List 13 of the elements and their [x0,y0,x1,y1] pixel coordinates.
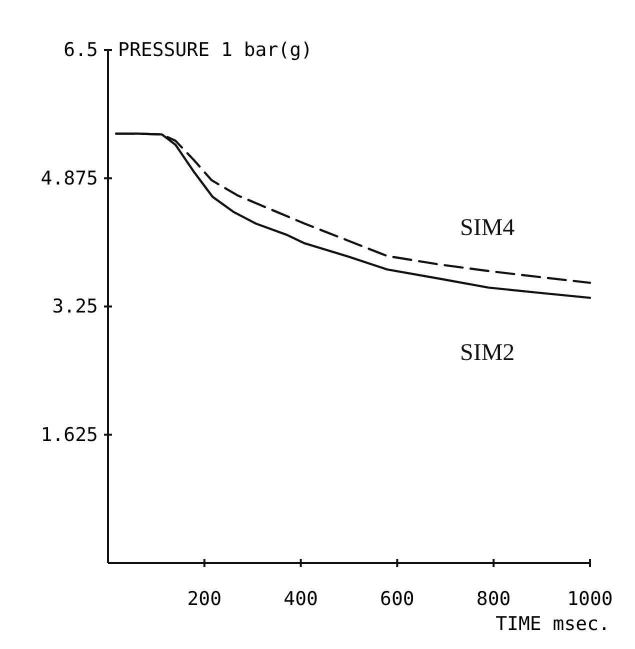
x-tick-label: 600 [380,588,414,610]
x-axis-title: TIME msec. [496,613,610,635]
x-tick-label: 800 [476,588,511,610]
x-tick-label: 400 [284,588,318,610]
text: SIM2 [460,340,515,366]
x-tick-label: 200 [187,588,222,610]
y-tick-label: 1.625 [40,424,98,446]
x-tick-label: 1000 [567,588,613,610]
y-tick-label: 3.25 [52,296,98,318]
y-tick-label: 6.5 [64,39,98,61]
y-axis-title: PRESSURE 1 bar(g) [118,39,312,61]
series-label: SIM4 [460,214,515,241]
y-tick-label: 4.875 [40,167,98,190]
